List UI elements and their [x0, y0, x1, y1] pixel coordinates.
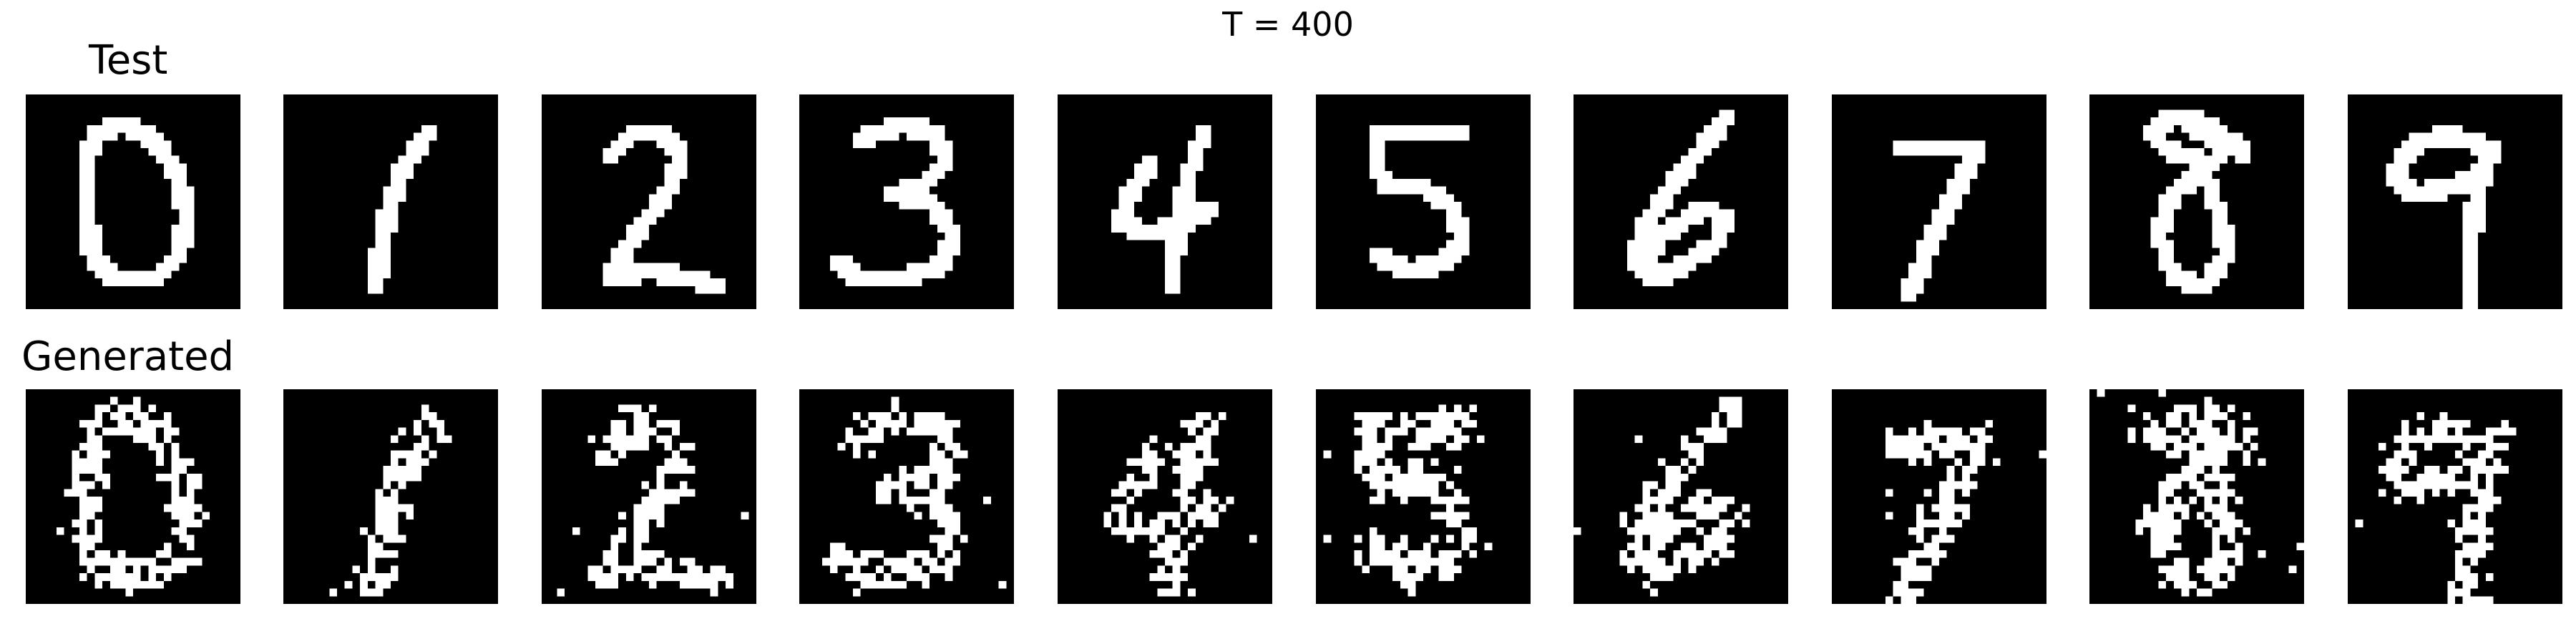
generated-image-4 [1058, 389, 1272, 604]
digit-pixels [2386, 125, 2502, 309]
test-image-5 [1316, 94, 1531, 309]
generated-image-0 [26, 389, 240, 604]
generated-image-7 [1832, 389, 2046, 604]
digit-pixels [367, 125, 437, 294]
digit-pixels [1370, 125, 1470, 279]
digit-pixels [329, 404, 452, 597]
digit-pixels [1574, 396, 1750, 597]
digit-pixels [822, 396, 1007, 597]
generated-image-5 [1316, 389, 1531, 604]
digit-pixels [602, 125, 726, 294]
generated-image-8 [2089, 389, 2304, 604]
test-image-8 [2089, 94, 2304, 309]
digit-pixels [557, 404, 749, 597]
figure-title: T = 400 [1222, 5, 1354, 44]
test-image-2 [542, 94, 756, 309]
digit-pixels [1111, 125, 1219, 294]
generated-image-6 [1574, 389, 1788, 604]
test-image-4 [1058, 94, 1272, 309]
digit-pixels [1103, 412, 1257, 597]
digit-pixels [829, 117, 960, 286]
generated-image-1 [283, 389, 498, 604]
digit-pixels [2143, 109, 2250, 294]
generated-image-3 [799, 389, 1014, 604]
test-image-7 [1832, 94, 2046, 309]
digit-pixels [2355, 412, 2517, 604]
test-image-3 [799, 94, 1014, 309]
digit-pixels [56, 396, 210, 597]
test-image-0 [26, 94, 240, 309]
generated-image-2 [542, 389, 756, 604]
digit-pixels [1893, 140, 1986, 302]
test-image-9 [2348, 94, 2562, 309]
digit-pixels [1627, 109, 1735, 286]
row-label-test: Test [89, 37, 168, 84]
digit-pixels [1323, 404, 1493, 597]
digit-pixels [2097, 389, 2304, 597]
generated-image-9 [2348, 389, 2562, 604]
test-image-1 [283, 94, 498, 309]
digit-pixels [79, 117, 195, 286]
row-label-generated: Generated [21, 333, 235, 380]
digit-pixels [1885, 419, 2046, 604]
test-image-6 [1574, 94, 1788, 309]
